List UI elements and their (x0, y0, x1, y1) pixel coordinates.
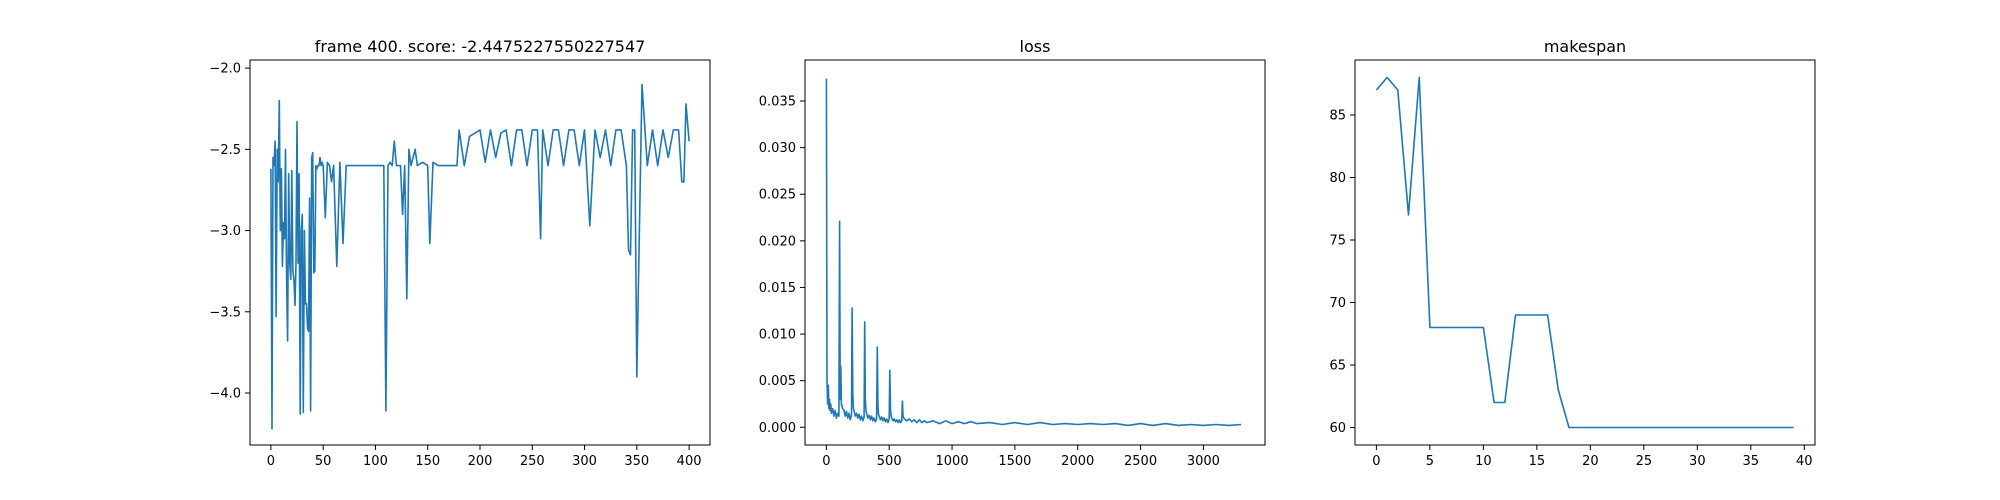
loss-y-tick-label: 0.010 (759, 328, 796, 343)
loss-x-tick-label: 2000 (1061, 454, 1094, 469)
loss-x-tick-label: 500 (877, 454, 902, 469)
makespan-y-tick-label: 75 (1329, 234, 1346, 249)
loss-x-tick-label: 1000 (936, 454, 969, 469)
makespan-x-tick-label: 5 (1426, 454, 1434, 469)
score-x-tick-label: 250 (520, 454, 545, 469)
makespan-y-tick-label: 60 (1329, 421, 1346, 436)
makespan-y-tick-label: 65 (1329, 359, 1346, 374)
loss-y-tick-label: 0.020 (759, 234, 796, 249)
score-y-tick-label: −2.0 (209, 62, 241, 77)
score-plot-title: frame 400. score: -2.4475227550227547 (315, 37, 646, 56)
score-x-tick-label: 100 (363, 454, 388, 469)
loss-y-tick-label: 0.005 (759, 374, 796, 389)
loss-plot-title: loss (1020, 37, 1051, 56)
loss-axes-frame (804, 59, 1266, 446)
score-x-tick-label: 150 (415, 454, 440, 469)
loss-x-tick-label: 2500 (1124, 454, 1157, 469)
loss-y-tick-label: 0.035 (759, 95, 796, 110)
score-y-tick-label: −3.0 (209, 224, 241, 239)
makespan-x-tick-label: 20 (1582, 454, 1599, 469)
score-x-tick-label: 50 (315, 454, 332, 469)
loss-y-tick-label: 0.015 (759, 281, 796, 296)
loss-plot: loss 0 500 1000 1500 2000 2500 3000 0.000 0.005 0… (759, 37, 1266, 469)
loss-y-tick-label: 0.030 (759, 141, 796, 156)
score-y-tick-label: −2.5 (209, 143, 241, 158)
loss-x-tick-label: 0 (822, 454, 830, 469)
makespan-x-tick-label: 15 (1529, 454, 1546, 469)
loss-y-tick-label: 0.000 (759, 421, 796, 436)
loss-x-tick-label: 1500 (998, 454, 1031, 469)
loss-x-tick-label: 3000 (1187, 454, 1220, 469)
makespan-axes-frame (1354, 59, 1816, 446)
makespan-y-tick-label: 80 (1329, 171, 1346, 186)
score-x-tick-label: 300 (572, 454, 597, 469)
score-x-tick-label: 350 (624, 454, 649, 469)
makespan-x-tick-label: 0 (1372, 454, 1380, 469)
loss-series-line (825, 78, 1242, 427)
score-x-tick-label: 200 (468, 454, 493, 469)
makespan-x-tick-label: 30 (1689, 454, 1706, 469)
makespan-x-tick-label: 35 (1743, 454, 1760, 469)
makespan-plot-title: makespan (1544, 37, 1626, 56)
makespan-y-tick-label: 85 (1329, 109, 1346, 124)
makespan-x-tick-label: 40 (1796, 454, 1813, 469)
makespan-plot: makespan 0 5 10 15 20 25 30 35 40 60 65 70 75 80 85 (1329, 37, 1816, 469)
makespan-series-line (1375, 76, 1794, 429)
makespan-x-tick-label: 10 (1475, 454, 1492, 469)
score-x-tick-label: 0 (267, 454, 275, 469)
score-series-line (270, 83, 690, 430)
score-y-tick-label: −4.0 (209, 387, 241, 402)
score-x-tick-label: 400 (677, 454, 702, 469)
makespan-x-tick-label: 25 (1636, 454, 1653, 469)
loss-y-tick-label: 0.025 (759, 188, 796, 203)
makespan-y-tick-label: 70 (1329, 296, 1346, 311)
score-plot: frame 400. score: -2.4475227550227547 0 5… (209, 37, 711, 469)
score-y-tick-label: −3.5 (209, 305, 241, 320)
